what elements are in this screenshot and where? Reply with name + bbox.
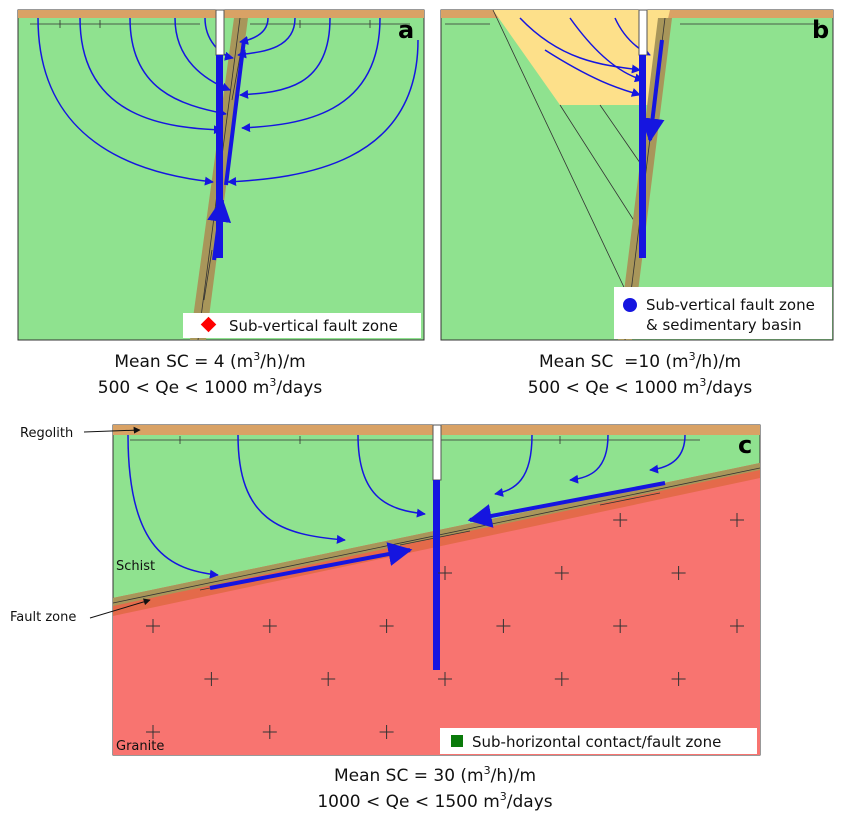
superscript: 3 [253,350,260,363]
superscript: 3 [699,376,706,389]
rock-label: Granite [116,739,164,754]
legend-label: Sub-horizontal contact/fault zone [472,733,721,751]
caption-text: 500 < Qe < 1000 m [98,378,270,398]
rock-label: Regolith [20,426,73,441]
superscript: 3 [484,764,491,777]
caption-text: Mean SC = 30 (m [334,766,484,786]
caption-text: /h)/m [260,352,305,372]
superscript: 3 [689,350,696,363]
caption-text: 1000 < Qe < 1500 m [317,792,499,812]
caption-text: /h)/m [491,766,536,786]
legend-label: Sub-vertical fault zone [229,317,398,335]
panel-letter: c [738,431,752,459]
caption-text: Mean SC =10 (m [539,352,689,372]
caption: Mean SC =10 (m3/h)/m [539,350,741,372]
legend-label: Sub-vertical fault zone [646,296,815,314]
caption: Mean SC = 4 (m3/h)/m [114,350,305,372]
rock-label: Fault zone [10,610,76,625]
panel-c: c Schist Granite Sub-horizontal contact/… [113,425,760,755]
caption-text: /days [706,378,752,398]
panel-letter: a [398,16,414,44]
figure: a Sub-vertical fault zone Mean SC = 4 (m… [0,0,846,816]
caption-text: 500 < Qe < 1000 m [528,378,700,398]
caption: Mean SC = 30 (m3/h)/m [334,764,536,786]
rock-label: Schist [116,559,155,574]
panel-b: b Sub-vertical fault zone & sedimentary … [441,10,833,340]
caption: 1000 < Qe < 1500 m3/days [317,790,552,812]
caption-text: /h)/m [696,352,741,372]
superscript: 3 [269,376,276,389]
caption-text: /days [276,378,322,398]
caption-text: /days [507,792,553,812]
panel-a: a Sub-vertical fault zone [18,10,424,340]
caption-text: Mean SC = 4 (m [114,352,253,372]
caption: 500 < Qe < 1000 m3/days [528,376,753,398]
panel-letter: b [812,16,829,44]
legend-label: & sedimentary basin [646,316,802,334]
superscript: 3 [500,790,507,803]
caption: 500 < Qe < 1000 m3/days [98,376,323,398]
